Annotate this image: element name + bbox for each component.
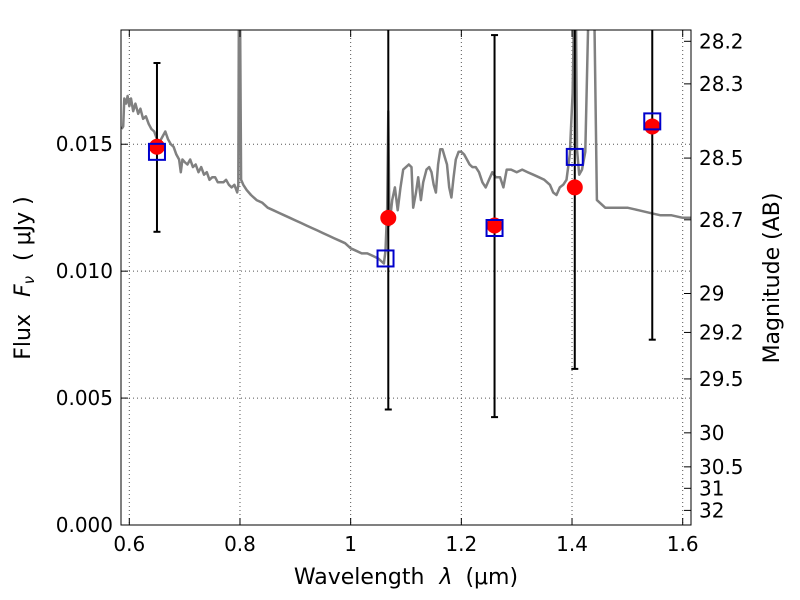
magnitude-tick-label: 28.5	[699, 146, 744, 170]
magnitude-axis-label: Magnitude (AB)	[760, 193, 785, 364]
model-point	[566, 179, 583, 196]
magnitude-tick-label: 28.3	[699, 72, 744, 96]
y-axis-label-sub: ν	[20, 276, 38, 284]
filter-point	[643, 112, 662, 131]
filter-point	[147, 142, 166, 161]
magnitude-tick-label: 28.7	[699, 208, 744, 232]
x-tick-label: 1	[344, 532, 357, 556]
model-point	[644, 118, 661, 135]
grid	[121, 30, 691, 526]
x-axis-label-unit: (μm)	[465, 565, 518, 590]
magnitude-tick-label: 29	[699, 281, 724, 305]
x-tick-label: 1.6	[667, 532, 699, 556]
x-tick-label: 1.2	[445, 532, 477, 556]
y-axis-label: Flux Fν ( μJy )	[11, 196, 40, 359]
filter-point	[485, 219, 504, 237]
model-point	[486, 217, 503, 234]
y-tick-label: 0.015	[56, 132, 113, 156]
x-tick-label: 0.8	[224, 532, 256, 556]
magnitude-tick-label: 30.5	[699, 455, 744, 479]
markers	[147, 112, 662, 268]
error-bars	[153, 30, 656, 419]
model-point	[380, 209, 397, 226]
y-axis-label-math: F	[11, 284, 36, 297]
y-tick-label: 0.005	[56, 386, 113, 410]
x-axis-label: Wavelength λ (μm)	[294, 565, 518, 590]
y-tick-label: 0.000	[56, 513, 113, 537]
x-tick-label: 0.6	[113, 532, 145, 556]
spectrum-path	[121, 30, 691, 265]
filter-point	[565, 147, 584, 166]
magnitude-tick-label: 32	[699, 498, 724, 522]
magnitude-tick-label: 31	[699, 476, 724, 500]
x-axis: 0.6 0.8 1 1.2 1.4 1.6	[113, 30, 699, 556]
y-axis-label-text: Flux	[11, 314, 36, 360]
magnitude-tick-label: 28.2	[699, 29, 744, 53]
x-axis-label-text: Wavelength	[294, 565, 425, 590]
x-tick-label: 1.4	[556, 532, 588, 556]
model-point	[148, 138, 165, 155]
filter-point	[376, 249, 395, 268]
magnitude-tick-label: 29.2	[699, 320, 744, 344]
plot-frame	[120, 29, 692, 526]
magnitude-tick-label: 29.5	[699, 367, 744, 391]
magnitude-tick-label: 30	[699, 421, 724, 445]
x-axis-label-math: λ	[438, 565, 452, 590]
y-axis-label-unit: ( μJy )	[11, 196, 36, 261]
y-axis: 0.000 0.005 0.010 0.015	[56, 132, 128, 537]
spectrum-line	[121, 30, 691, 265]
y-tick-label: 0.010	[56, 259, 113, 283]
